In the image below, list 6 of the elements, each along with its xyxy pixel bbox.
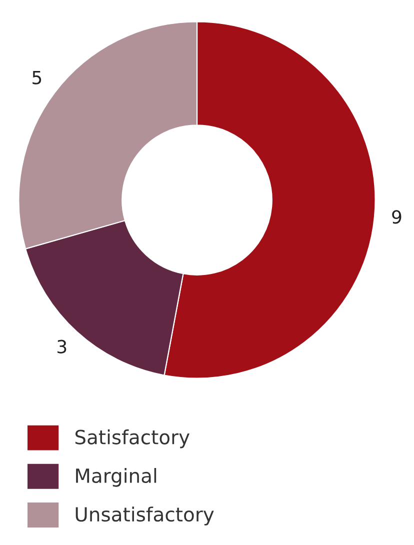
legend-label: Unsatisfactory	[76, 506, 214, 526]
data-label: 9	[392, 210, 402, 224]
data-label: 5	[32, 70, 42, 84]
legend-label: Marginal	[76, 468, 156, 487]
legend-label: Satisfactory	[75, 429, 190, 448]
data-label: 3	[58, 340, 66, 354]
